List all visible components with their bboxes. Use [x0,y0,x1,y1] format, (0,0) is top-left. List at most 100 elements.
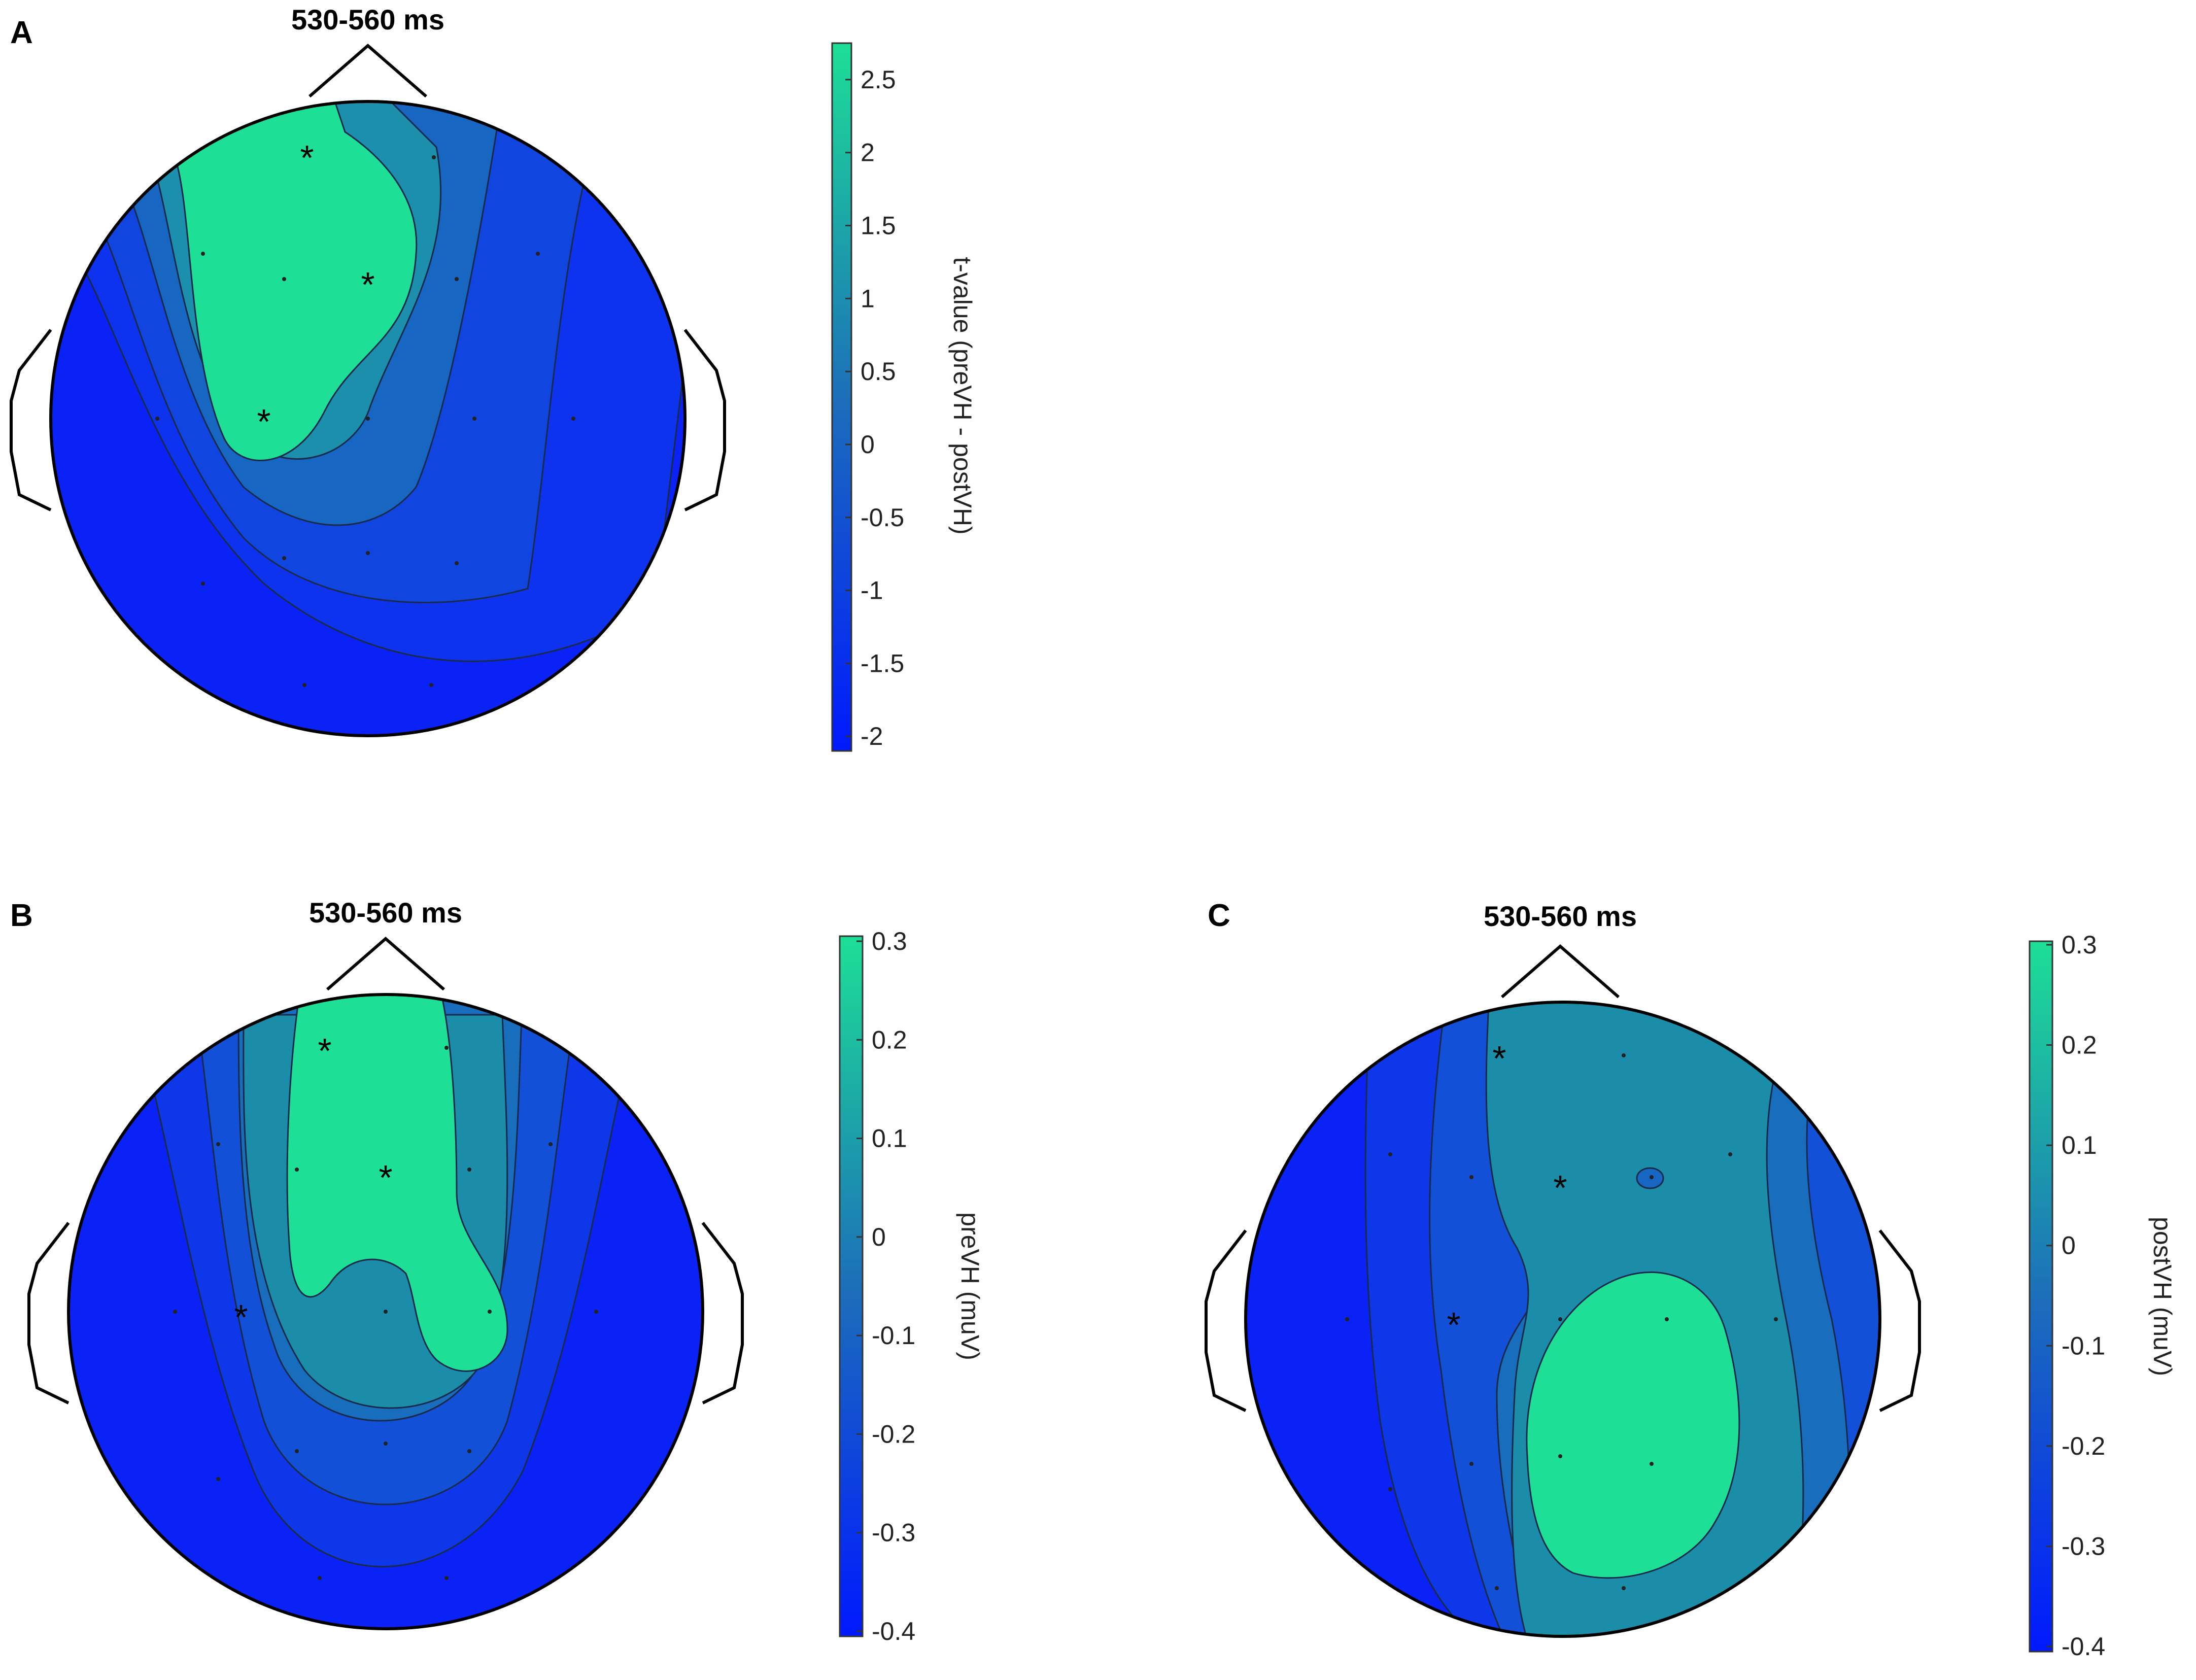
colorbar-tick-label: 2 [861,139,875,167]
colorbar-tick-label: 0.3 [872,927,907,955]
electrode-dot [1345,1317,1349,1321]
electrode-dot [384,1442,388,1446]
left-ear-shape [10,329,52,511]
head-circle [49,100,687,737]
panel-label: C [1208,898,1230,933]
head-circle [1244,1001,1881,1638]
colorbar-tick-label: 0.5 [861,357,896,386]
colorbar-tick-label: 0.2 [872,1025,907,1054]
electrode-dot [472,417,476,421]
panel-label: B [10,898,33,933]
colorbar-tick-label: 0.1 [872,1124,907,1153]
electrode-dot [444,1046,449,1050]
electrode-dot [201,581,205,586]
head-outline [27,937,744,1404]
electrode-dot [548,1142,553,1146]
right-ear-shape [1878,1229,1921,1412]
electrode-dot [1388,1487,1392,1491]
colorbar-tick-label: -2 [861,722,883,750]
significance-star: * [318,1031,331,1071]
nose-shape [1501,944,1620,999]
panel-title: 530-560 ms [309,897,462,929]
electrode-dot [318,1576,322,1580]
colorbar-tick-label: -0.3 [872,1519,915,1547]
field-level-5 [174,101,418,461]
electrode-dot [1728,1152,1732,1156]
electrode-dot [1622,1586,1626,1590]
colorbar-tick-label: -0.1 [872,1321,915,1350]
electrode-dot [295,1449,299,1453]
colorbar-tick-label: -1 [861,576,883,605]
colorbar-label: postVH (muV) [2148,1217,2177,1376]
colorbar-tick-label: 0.3 [2062,931,2097,959]
colorbar-gradient [839,935,864,1637]
electrode-dot [216,1477,220,1481]
panel-c: C 530-560 ms [1205,898,2177,1661]
colorbar-tick-label: -0.4 [2062,1632,2105,1661]
colorbar: 2.5 2 1.5 1 0.5 0 -0.5 -1 -1.5 -2 t-value (preVH … [831,42,977,752]
colorbar-tick-label: 2.5 [861,65,896,94]
colorbar: 0.3 0.2 0.1 0 -0.1 -0.2 -0.3 -0.4 postVH (muV) [2029,931,2177,1661]
electrode-dot [1774,1317,1778,1321]
electrode-dot [384,1310,388,1314]
colorbar-tick-label: -0.1 [2062,1331,2105,1360]
significant-electrodes: * * * [1447,1039,1567,1345]
colorbar-tick-label: -0.3 [2062,1532,2105,1560]
electrode-dot [201,252,205,256]
electrode-dot [594,1310,598,1314]
colorbar-label: preVH (muV) [956,1212,984,1360]
electrode-dot [536,252,540,256]
panel-b: B 530-560 ms [10,897,984,1645]
head-outline [10,44,726,511]
colorbar-tick-label: 0 [872,1223,886,1251]
electrode-dot [455,561,459,565]
panel-a: A 530-560 ms [10,4,977,752]
electrode-dot [1558,1317,1562,1321]
colorbar-tick-label: 0.1 [2062,1131,2097,1159]
electrode-dot [429,683,433,687]
electrode-dot [1469,1462,1473,1466]
panel-label: A [10,15,33,50]
colorbar-gradient [831,42,852,752]
electrode-dot [432,155,436,159]
electrode-dot [1495,1586,1499,1590]
nose-shape [326,937,445,991]
panel-title: 530-560 ms [291,4,444,36]
significance-star: * [234,1297,248,1337]
significance-star: * [257,402,270,441]
significance-star: * [1492,1039,1506,1078]
electrode-dot [467,1168,471,1172]
colorbar-ticks: 2.5 2 1.5 1 0.5 0 -0.5 -1 -1.5 -2 [845,65,904,750]
electrode-dot [1622,1053,1626,1057]
colorbar-tick-label: 0.2 [2062,1031,2097,1059]
electrode-dot [1650,1175,1654,1179]
electrode-dot [216,1142,220,1146]
right-ear-shape [683,329,726,511]
colorbar-tick-label: -0.4 [872,1617,915,1645]
significant-electrodes: * * * [257,138,374,441]
head-outline [1205,944,1921,1412]
colorbar-gradient [2029,940,2053,1653]
nose-shape [308,44,427,98]
colorbar-tick-label: 1 [861,284,875,313]
electrode-dot [295,1168,299,1172]
colorbar-tick-label: -0.5 [861,503,904,532]
significance-star: * [361,265,374,304]
electrode-dot [1665,1317,1669,1321]
electrode-dot [1650,1462,1654,1466]
electrodes [1345,1053,1778,1590]
colorbar-ticks: 0.3 0.2 0.1 0 -0.1 -0.2 -0.3 -0.4 [2046,931,2105,1661]
significance-star: * [1553,1168,1567,1208]
electrode-dot [366,417,370,421]
electrode-dot [1469,1175,1473,1179]
colorbar-tick-label: -0.2 [872,1420,915,1448]
electrode-dot [1558,1454,1562,1458]
electrode-dot [366,551,370,555]
electrode-dot [488,1310,492,1314]
electrode-dot [455,277,459,281]
electrode-dot [444,1576,449,1580]
topo-map [1246,1002,1880,1636]
left-ear-shape [27,1222,70,1404]
field-level-5 [286,995,508,1372]
electrodes [155,155,575,687]
